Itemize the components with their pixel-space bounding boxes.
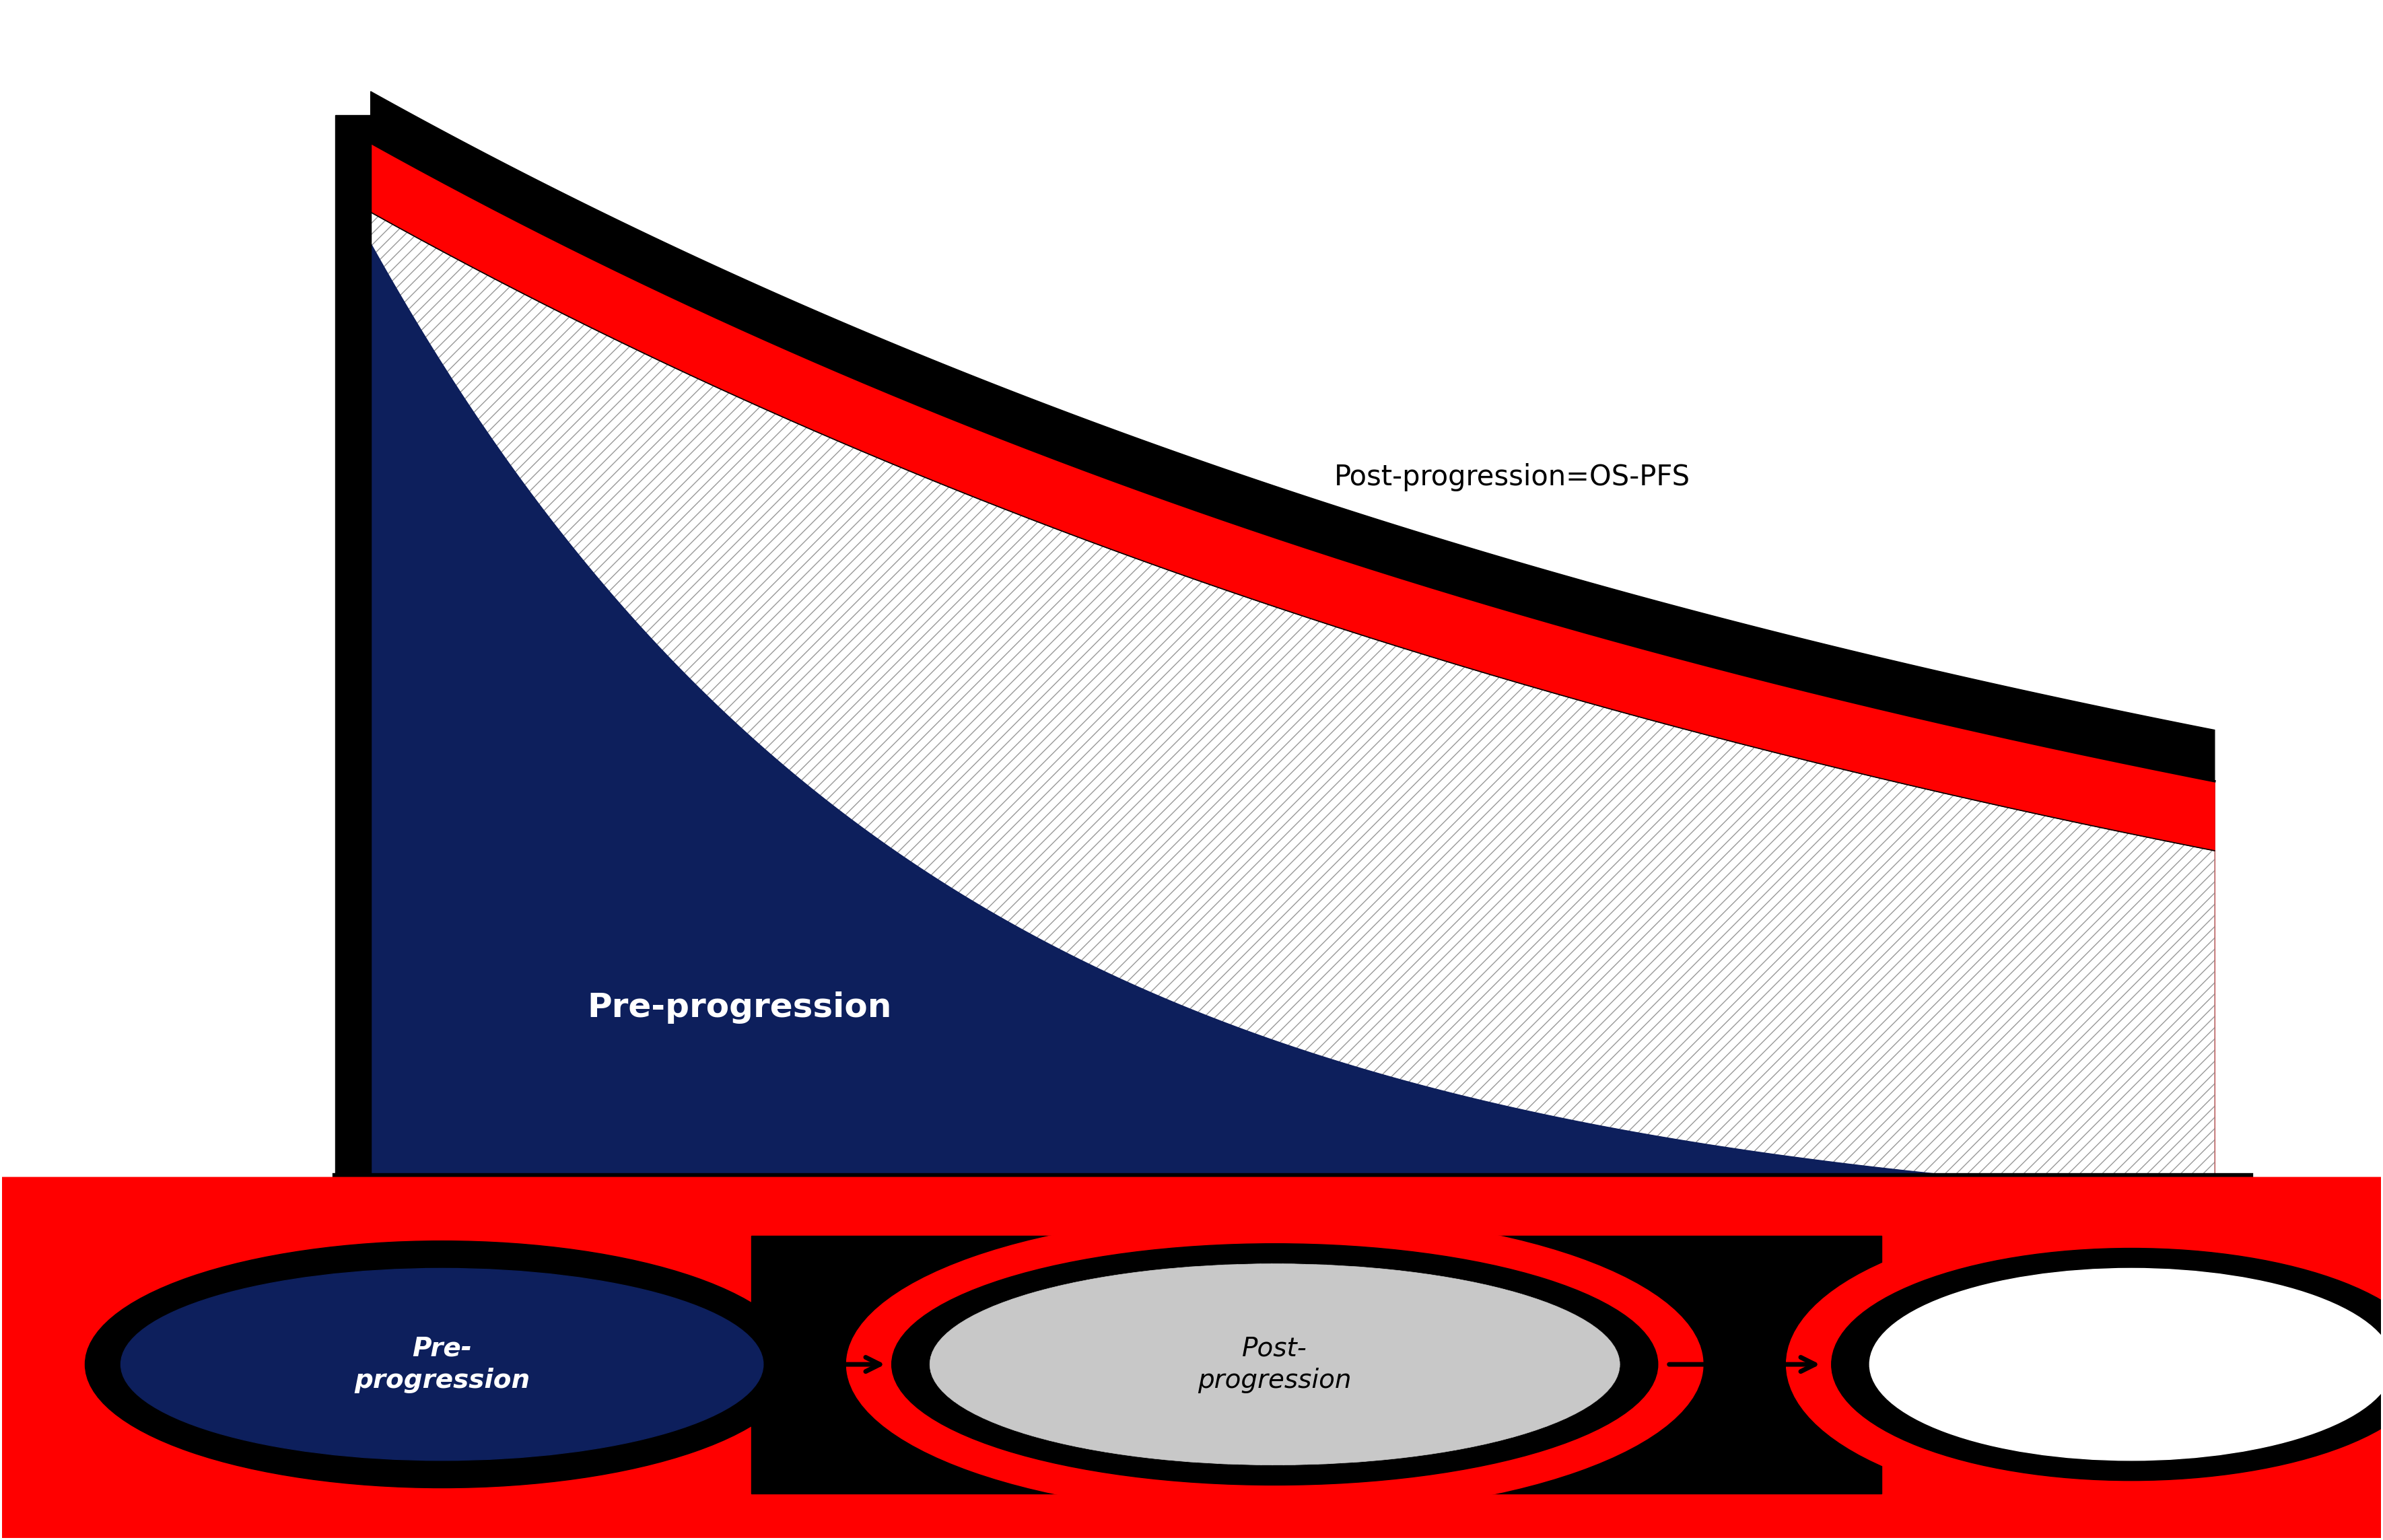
Ellipse shape [86,1241,798,1488]
Text: Pre-
progression: Pre- progression [355,1335,529,1394]
Ellipse shape [891,1244,1659,1485]
Ellipse shape [1871,1269,2383,1460]
Ellipse shape [929,1264,1620,1465]
Bar [751,1235,1883,1494]
Ellipse shape [1833,1249,2383,1480]
Polygon shape [372,143,2214,850]
Ellipse shape [122,1269,763,1460]
Text: Post-progression=OS-PFS: Post-progression=OS-PFS [1334,464,1690,491]
Polygon shape [372,91,2214,1247]
Polygon shape [372,243,2214,1197]
Text: Post-
progression: Post- progression [1199,1335,1351,1394]
Ellipse shape [846,1214,1704,1515]
Polygon shape [372,143,2214,1197]
Ellipse shape [1787,1218,2383,1511]
Text: Pre-progression: Pre-progression [586,992,891,1024]
Polygon shape [372,213,2214,1197]
FancyBboxPatch shape [0,1177,2383,1540]
Bar [336,116,372,1177]
